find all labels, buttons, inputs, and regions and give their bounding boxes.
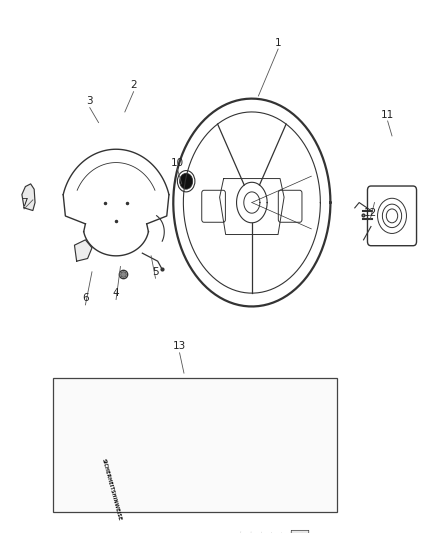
Text: 3: 3 — [86, 96, 93, 106]
Polygon shape — [22, 184, 35, 211]
Text: 4: 4 — [113, 288, 120, 298]
Text: 12: 12 — [364, 208, 377, 218]
Text: 5: 5 — [152, 267, 159, 277]
Polygon shape — [74, 240, 92, 261]
Circle shape — [180, 173, 193, 189]
Text: 6: 6 — [82, 294, 89, 303]
Text: 7: 7 — [21, 198, 28, 207]
Text: 11: 11 — [381, 110, 394, 119]
Text: 13: 13 — [173, 342, 186, 351]
Text: 1: 1 — [275, 38, 282, 47]
Text: 10: 10 — [171, 158, 184, 167]
Bar — [53, 378, 337, 512]
Polygon shape — [263, 530, 309, 533]
Text: SICHERHEITSHINWEISE: SICHERHEITSHINWEISE — [101, 458, 122, 522]
Text: 2: 2 — [130, 80, 137, 90]
